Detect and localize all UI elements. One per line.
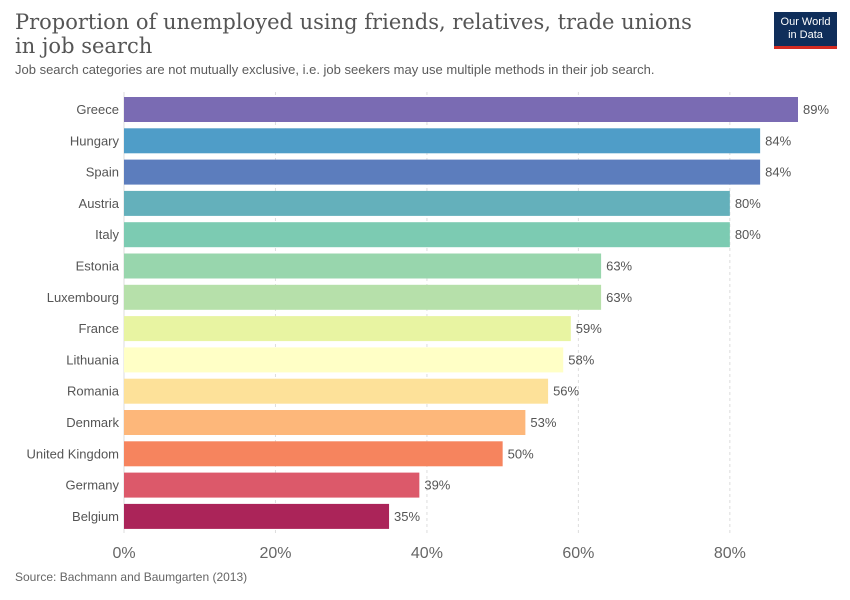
x-tick-label: 60% (562, 545, 594, 562)
value-label: 35% (394, 509, 420, 524)
value-label: 80% (735, 227, 761, 242)
value-label: 84% (765, 133, 791, 148)
category-label: Italy (95, 227, 119, 242)
value-label: 58% (568, 352, 594, 367)
category-label: Lithuania (66, 352, 120, 367)
bar (124, 472, 420, 498)
bar (124, 97, 798, 122)
bar (124, 378, 549, 404)
chart-subtitle: Job search categories are not mutually e… (15, 62, 655, 77)
bar (124, 253, 602, 279)
x-tick-label: 80% (714, 545, 746, 562)
bar (124, 347, 564, 373)
x-tick-label: 40% (411, 545, 443, 562)
x-tick-label: 0% (112, 545, 135, 562)
category-label: Austria (79, 196, 120, 211)
category-label: Luxembourg (47, 290, 119, 305)
value-label: 63% (606, 259, 632, 274)
bar (124, 410, 526, 435)
category-label: Belgium (72, 509, 119, 524)
category-label: Romania (67, 384, 120, 399)
value-label: 80% (735, 196, 761, 211)
bar (124, 159, 761, 185)
bar-layer: Greece 89% Hungary 84% Spain 84% Austria 80% Ita… (27, 97, 829, 529)
bar (124, 222, 730, 248)
bar (124, 316, 571, 342)
category-label: Spain (86, 165, 119, 180)
category-label: Estonia (76, 259, 120, 274)
logo-line-2: in Data (788, 29, 823, 41)
chart-title: Proportion of unemployed using friends, … (15, 10, 692, 58)
value-label: 84% (765, 165, 791, 180)
category-label: Hungary (70, 133, 120, 148)
value-label: 39% (424, 478, 450, 493)
category-label: France (79, 321, 119, 336)
value-label: 63% (606, 290, 632, 305)
bar (124, 284, 602, 310)
value-label: 53% (530, 415, 556, 430)
value-label: 89% (803, 102, 829, 117)
bar (124, 441, 503, 467)
category-label: United Kingdom (27, 446, 120, 461)
category-label: Germany (66, 478, 120, 493)
category-label: Denmark (66, 415, 119, 430)
value-label: 50% (508, 446, 534, 461)
bar (124, 503, 390, 529)
value-label: 56% (553, 384, 579, 399)
bar (124, 128, 761, 154)
category-label: Greece (76, 102, 119, 117)
value-label: 59% (576, 321, 602, 336)
logo-line-1: Our World (780, 16, 831, 28)
source-note: Source: Bachmann and Baumgarten (2013) (15, 570, 248, 584)
grid-layer (123, 92, 731, 533)
bar (124, 190, 730, 216)
x-tick-label: 20% (259, 545, 291, 562)
x-axis: 0% 20% 40% 60% 80% (112, 545, 745, 562)
owid-logo[interactable]: Our World in Data (774, 12, 837, 49)
